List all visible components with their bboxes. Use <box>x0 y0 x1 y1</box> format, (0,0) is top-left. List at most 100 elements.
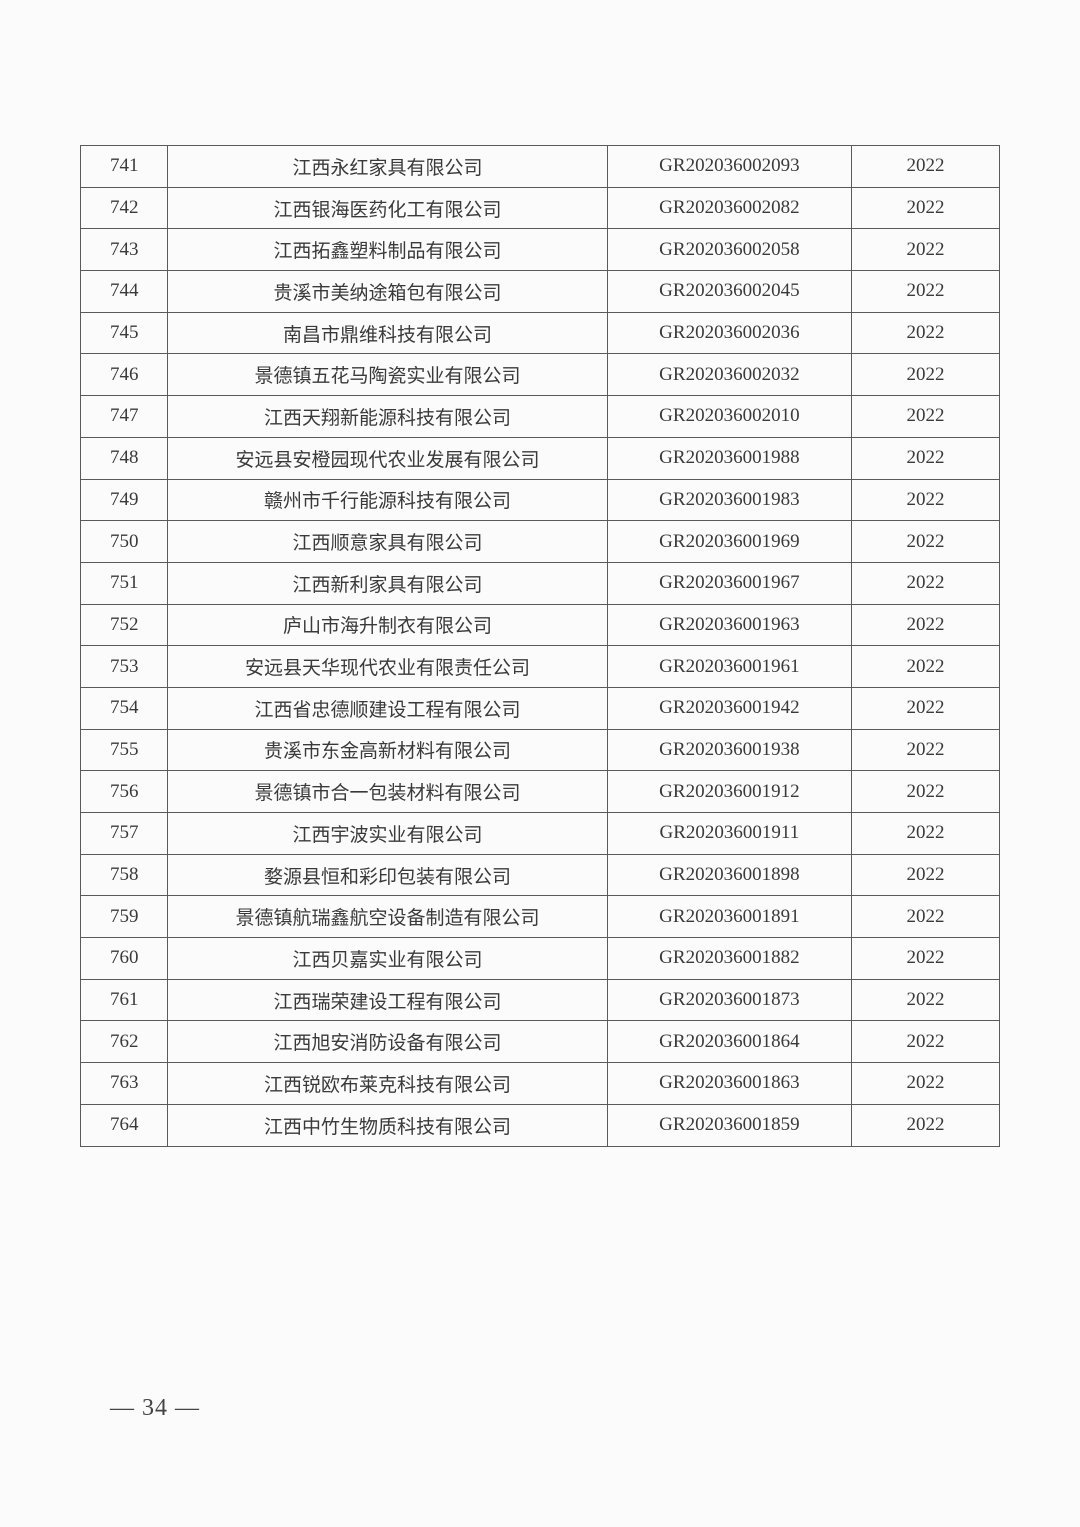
cell-code: GR202036001911 <box>607 813 851 855</box>
cell-code: GR202036001873 <box>607 979 851 1021</box>
table-row: 754江西省忠德顺建设工程有限公司GR2020360019422022 <box>81 687 1000 729</box>
cell-name: 安远县安橙园现代农业发展有限公司 <box>168 437 607 479</box>
cell-year: 2022 <box>852 146 1000 188</box>
cell-index: 762 <box>81 1021 168 1063</box>
cell-index: 750 <box>81 521 168 563</box>
cell-name: 江西省忠德顺建设工程有限公司 <box>168 687 607 729</box>
table-row: 762江西旭安消防设备有限公司GR2020360018642022 <box>81 1021 1000 1063</box>
cell-index: 754 <box>81 687 168 729</box>
cell-name: 江西中竹生物质科技有限公司 <box>168 1104 607 1146</box>
table-row: 743江西拓鑫塑料制品有限公司GR2020360020582022 <box>81 229 1000 271</box>
table-row: 742江西银海医药化工有限公司GR2020360020822022 <box>81 187 1000 229</box>
cell-year: 2022 <box>852 1063 1000 1105</box>
cell-index: 757 <box>81 813 168 855</box>
cell-code: GR202036001863 <box>607 1063 851 1105</box>
cell-index: 743 <box>81 229 168 271</box>
cell-code: GR202036001938 <box>607 729 851 771</box>
cell-code: GR202036002058 <box>607 229 851 271</box>
cell-year: 2022 <box>852 521 1000 563</box>
cell-code: GR202036002032 <box>607 354 851 396</box>
page-number: — 34 — <box>110 1395 200 1422</box>
cell-year: 2022 <box>852 687 1000 729</box>
cell-index: 759 <box>81 896 168 938</box>
company-table: 741江西永红家具有限公司GR2020360020932022742江西银海医药… <box>80 145 1000 1147</box>
cell-code: GR202036002082 <box>607 187 851 229</box>
cell-code: GR202036001891 <box>607 896 851 938</box>
cell-year: 2022 <box>852 938 1000 980</box>
cell-index: 741 <box>81 146 168 188</box>
table-row: 761江西瑞荣建设工程有限公司GR2020360018732022 <box>81 979 1000 1021</box>
cell-name: 江西永红家具有限公司 <box>168 146 607 188</box>
cell-year: 2022 <box>852 437 1000 479</box>
cell-code: GR202036001961 <box>607 646 851 688</box>
cell-year: 2022 <box>852 646 1000 688</box>
table-row: 745南昌市鼎维科技有限公司GR2020360020362022 <box>81 312 1000 354</box>
cell-code: GR202036001864 <box>607 1021 851 1063</box>
cell-index: 752 <box>81 604 168 646</box>
table-row: 755贵溪市东金高新材料有限公司GR2020360019382022 <box>81 729 1000 771</box>
cell-year: 2022 <box>852 271 1000 313</box>
cell-name: 江西旭安消防设备有限公司 <box>168 1021 607 1063</box>
cell-index: 756 <box>81 771 168 813</box>
cell-year: 2022 <box>852 229 1000 271</box>
cell-year: 2022 <box>852 813 1000 855</box>
cell-year: 2022 <box>852 354 1000 396</box>
cell-index: 761 <box>81 979 168 1021</box>
table-row: 758婺源县恒和彩印包装有限公司GR2020360018982022 <box>81 854 1000 896</box>
cell-code: GR202036001988 <box>607 437 851 479</box>
cell-index: 751 <box>81 562 168 604</box>
table-row: 744贵溪市美纳途箱包有限公司GR2020360020452022 <box>81 271 1000 313</box>
cell-year: 2022 <box>852 312 1000 354</box>
table-row: 750江西顺意家具有限公司GR2020360019692022 <box>81 521 1000 563</box>
cell-name: 江西贝嘉实业有限公司 <box>168 938 607 980</box>
cell-index: 755 <box>81 729 168 771</box>
cell-year: 2022 <box>852 187 1000 229</box>
table-row: 756景德镇市合一包装材料有限公司GR2020360019122022 <box>81 771 1000 813</box>
table-row: 749赣州市千行能源科技有限公司GR2020360019832022 <box>81 479 1000 521</box>
cell-year: 2022 <box>852 604 1000 646</box>
table-row: 757江西宇波实业有限公司GR2020360019112022 <box>81 813 1000 855</box>
cell-index: 746 <box>81 354 168 396</box>
cell-code: GR202036001983 <box>607 479 851 521</box>
cell-year: 2022 <box>852 562 1000 604</box>
cell-code: GR202036002036 <box>607 312 851 354</box>
cell-name: 江西拓鑫塑料制品有限公司 <box>168 229 607 271</box>
cell-index: 763 <box>81 1063 168 1105</box>
cell-name: 江西锐欧布莱克科技有限公司 <box>168 1063 607 1105</box>
table-row: 752庐山市海升制衣有限公司GR2020360019632022 <box>81 604 1000 646</box>
table-row: 748安远县安橙园现代农业发展有限公司GR2020360019882022 <box>81 437 1000 479</box>
cell-index: 753 <box>81 646 168 688</box>
cell-name: 江西顺意家具有限公司 <box>168 521 607 563</box>
cell-name: 安远县天华现代农业有限责任公司 <box>168 646 607 688</box>
cell-code: GR202036001969 <box>607 521 851 563</box>
cell-name: 江西天翔新能源科技有限公司 <box>168 396 607 438</box>
cell-index: 747 <box>81 396 168 438</box>
document-page: 741江西永红家具有限公司GR2020360020932022742江西银海医药… <box>0 0 1080 1147</box>
cell-code: GR202036002045 <box>607 271 851 313</box>
cell-name: 庐山市海升制衣有限公司 <box>168 604 607 646</box>
cell-year: 2022 <box>852 1104 1000 1146</box>
cell-name: 江西宇波实业有限公司 <box>168 813 607 855</box>
cell-name: 婺源县恒和彩印包装有限公司 <box>168 854 607 896</box>
cell-year: 2022 <box>852 729 1000 771</box>
cell-name: 贵溪市美纳途箱包有限公司 <box>168 271 607 313</box>
cell-name: 江西瑞荣建设工程有限公司 <box>168 979 607 1021</box>
cell-code: GR202036002093 <box>607 146 851 188</box>
cell-name: 江西新利家具有限公司 <box>168 562 607 604</box>
table-row: 747江西天翔新能源科技有限公司GR2020360020102022 <box>81 396 1000 438</box>
table-row: 764江西中竹生物质科技有限公司GR2020360018592022 <box>81 1104 1000 1146</box>
cell-year: 2022 <box>852 771 1000 813</box>
table-row: 746景德镇五花马陶瓷实业有限公司GR2020360020322022 <box>81 354 1000 396</box>
cell-index: 760 <box>81 938 168 980</box>
cell-code: GR202036001963 <box>607 604 851 646</box>
cell-name: 景德镇五花马陶瓷实业有限公司 <box>168 354 607 396</box>
table-row: 759景德镇航瑞鑫航空设备制造有限公司GR2020360018912022 <box>81 896 1000 938</box>
cell-year: 2022 <box>852 1021 1000 1063</box>
cell-code: GR202036001912 <box>607 771 851 813</box>
cell-name: 景德镇航瑞鑫航空设备制造有限公司 <box>168 896 607 938</box>
cell-name: 江西银海医药化工有限公司 <box>168 187 607 229</box>
cell-code: GR202036001942 <box>607 687 851 729</box>
cell-code: GR202036001859 <box>607 1104 851 1146</box>
cell-year: 2022 <box>852 979 1000 1021</box>
cell-year: 2022 <box>852 854 1000 896</box>
